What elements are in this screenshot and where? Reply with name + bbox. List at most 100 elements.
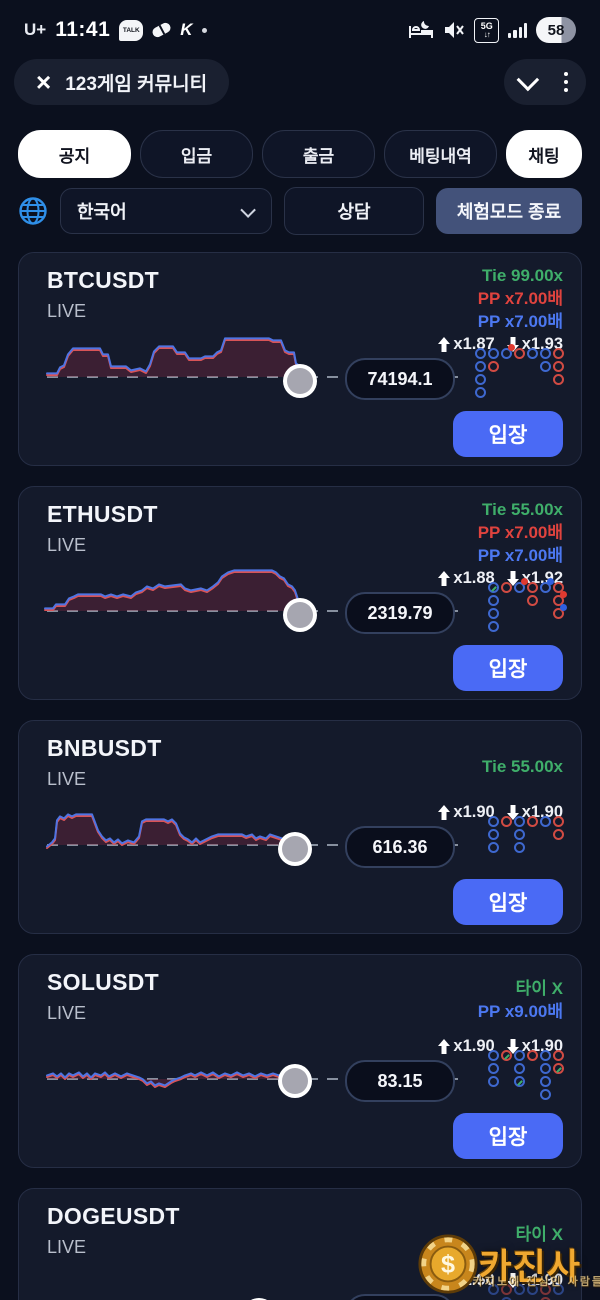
roadmap-circle	[553, 608, 564, 619]
roadmap-empty	[527, 842, 538, 853]
market-card-btcusdt: BTCUSDT LIVE Tie 99.00x PP x7.00배 PP x7.00…	[18, 252, 582, 466]
tab-withdraw[interactable]: 출금	[262, 130, 375, 178]
price-pill: 83.15	[345, 1060, 455, 1102]
symbol-title: BTCUSDT	[47, 267, 159, 293]
up-arrow-icon	[438, 805, 451, 820]
roadmap-circle	[475, 348, 486, 359]
roadmap-empty	[553, 621, 564, 632]
roadmap-circle	[475, 361, 486, 372]
roadmap-circle	[540, 582, 551, 593]
battery-indicator: 58	[536, 17, 576, 43]
roadmap-empty	[553, 1089, 564, 1100]
odds-label: Tie 99.00x	[482, 265, 563, 285]
odds-label: PP x7.00배	[477, 545, 563, 565]
roadmap-circle	[540, 1063, 551, 1074]
roadmap-empty	[501, 387, 512, 398]
roadmap-circle	[501, 1297, 512, 1300]
roadmap-circle	[540, 1089, 551, 1100]
roadmap-empty	[501, 595, 512, 606]
market-card-solusdt: SOLUSDT LIVE 타이 X PP x9.00배 x1.90 x1.90 8…	[18, 954, 582, 1168]
globe-icon	[19, 197, 47, 225]
roadmap	[474, 344, 565, 399]
symbol-title: BNBUSDT	[47, 735, 162, 761]
end-demo-button[interactable]: 체험모드 종료	[436, 188, 582, 234]
roadmap-circle	[553, 374, 564, 385]
odds-label: Tie 55.00x	[482, 499, 563, 519]
consult-button[interactable]: 상담	[284, 187, 424, 235]
market-card-dogeusdt: DOGEUSDT LIVE 타이 X x1.90 x1.90 0.09304 입…	[18, 1188, 600, 1300]
enter-button[interactable]: 입장	[453, 1113, 563, 1159]
live-label: LIVE	[47, 1237, 87, 1257]
5g-icon: 5G ↓↑	[474, 17, 500, 43]
live-label: LIVE	[47, 301, 87, 321]
odds-label: PP x9.00배	[477, 1002, 563, 1021]
roadmap-circle	[540, 1076, 551, 1087]
chevron-down-icon[interactable]	[516, 68, 539, 92]
odds-label: PP x7.00배	[477, 288, 563, 308]
roadmap-circle	[527, 1050, 538, 1061]
up-arrow-icon	[438, 1039, 451, 1054]
roadmap	[487, 815, 565, 854]
status-bar: U+ 11:41 TALK K 5G ↓↑ 58	[0, 8, 600, 52]
roadmap-circle	[553, 816, 564, 827]
symbol-title: SOLUSDT	[47, 969, 159, 995]
up-arrow-icon	[438, 571, 451, 586]
enter-button[interactable]: 입장	[453, 645, 563, 691]
language-select[interactable]: 한국어	[60, 188, 272, 234]
roadmap-circle	[488, 1063, 499, 1074]
roadmap-empty	[527, 1076, 538, 1087]
watermark-brand: 카진사	[478, 1246, 581, 1287]
roadmap-marker-dot	[560, 591, 567, 598]
roadmap-circle	[501, 582, 512, 593]
roadmap-circle	[527, 582, 538, 593]
page-title: 123게임 커뮤니티	[65, 73, 208, 95]
tab-bet-history[interactable]: 베팅내역	[384, 130, 497, 178]
roadmap-circle	[527, 1284, 538, 1295]
roadmap-circle	[553, 1063, 564, 1074]
roadmap-circle	[514, 1050, 525, 1061]
tab-chat[interactable]: 채팅	[506, 130, 582, 178]
roadmap-circle	[540, 1297, 551, 1300]
roadmap-empty	[501, 361, 512, 372]
roadmap-empty	[514, 621, 525, 632]
close-icon[interactable]: ×	[36, 67, 52, 97]
kebab-menu-icon[interactable]	[563, 71, 568, 93]
roadmap-empty	[501, 608, 512, 619]
odds-labels: Tie 99.00x PP x7.00배 PP x7.00배	[478, 261, 563, 335]
roadmap-circle	[475, 374, 486, 385]
roadmap-marker-dot	[521, 578, 528, 585]
header: × 123게임 커뮤니티	[0, 58, 600, 106]
roadmap-circle	[553, 361, 564, 372]
odds-label: 타이 X	[515, 1224, 563, 1244]
tab-deposit[interactable]: 입금	[140, 130, 253, 178]
odds-label: PP x7.00배	[477, 311, 563, 331]
tab-notice[interactable]: 공지	[18, 130, 131, 178]
enter-button[interactable]: 입장	[453, 411, 563, 457]
odds-labels: Tie 55.00x	[482, 729, 563, 803]
roadmap-circle	[553, 582, 564, 593]
pill-icon	[151, 21, 173, 39]
roadmap-circle	[540, 1284, 551, 1295]
roadmap-circle	[527, 348, 538, 359]
roadmap-circle	[501, 816, 512, 827]
live-label: LIVE	[47, 1003, 87, 1023]
bedtime-icon	[409, 21, 434, 38]
roadmap-empty	[527, 1089, 538, 1100]
roadmap-empty	[540, 608, 551, 619]
carrier-label: U+	[24, 20, 47, 39]
watermark-subtitle: 카지노에 진심인 사람들	[472, 1276, 600, 1288]
roadmap	[487, 1283, 565, 1300]
roadmap-circle	[475, 387, 486, 398]
enter-button[interactable]: 입장	[453, 879, 563, 925]
roadmap-empty	[527, 608, 538, 619]
roadmap-empty	[540, 387, 551, 398]
roadmap	[487, 1049, 565, 1101]
roadmap-circle	[540, 816, 551, 827]
roadmap-circle	[527, 816, 538, 827]
roadmap-circle	[553, 1284, 564, 1295]
symbol-title: DOGEUSDT	[47, 1203, 180, 1229]
kakaotalk-icon: TALK	[119, 19, 144, 41]
roadmap-circle	[488, 595, 499, 606]
select-chevron-icon	[240, 201, 256, 218]
roadmap-empty	[527, 1063, 538, 1074]
